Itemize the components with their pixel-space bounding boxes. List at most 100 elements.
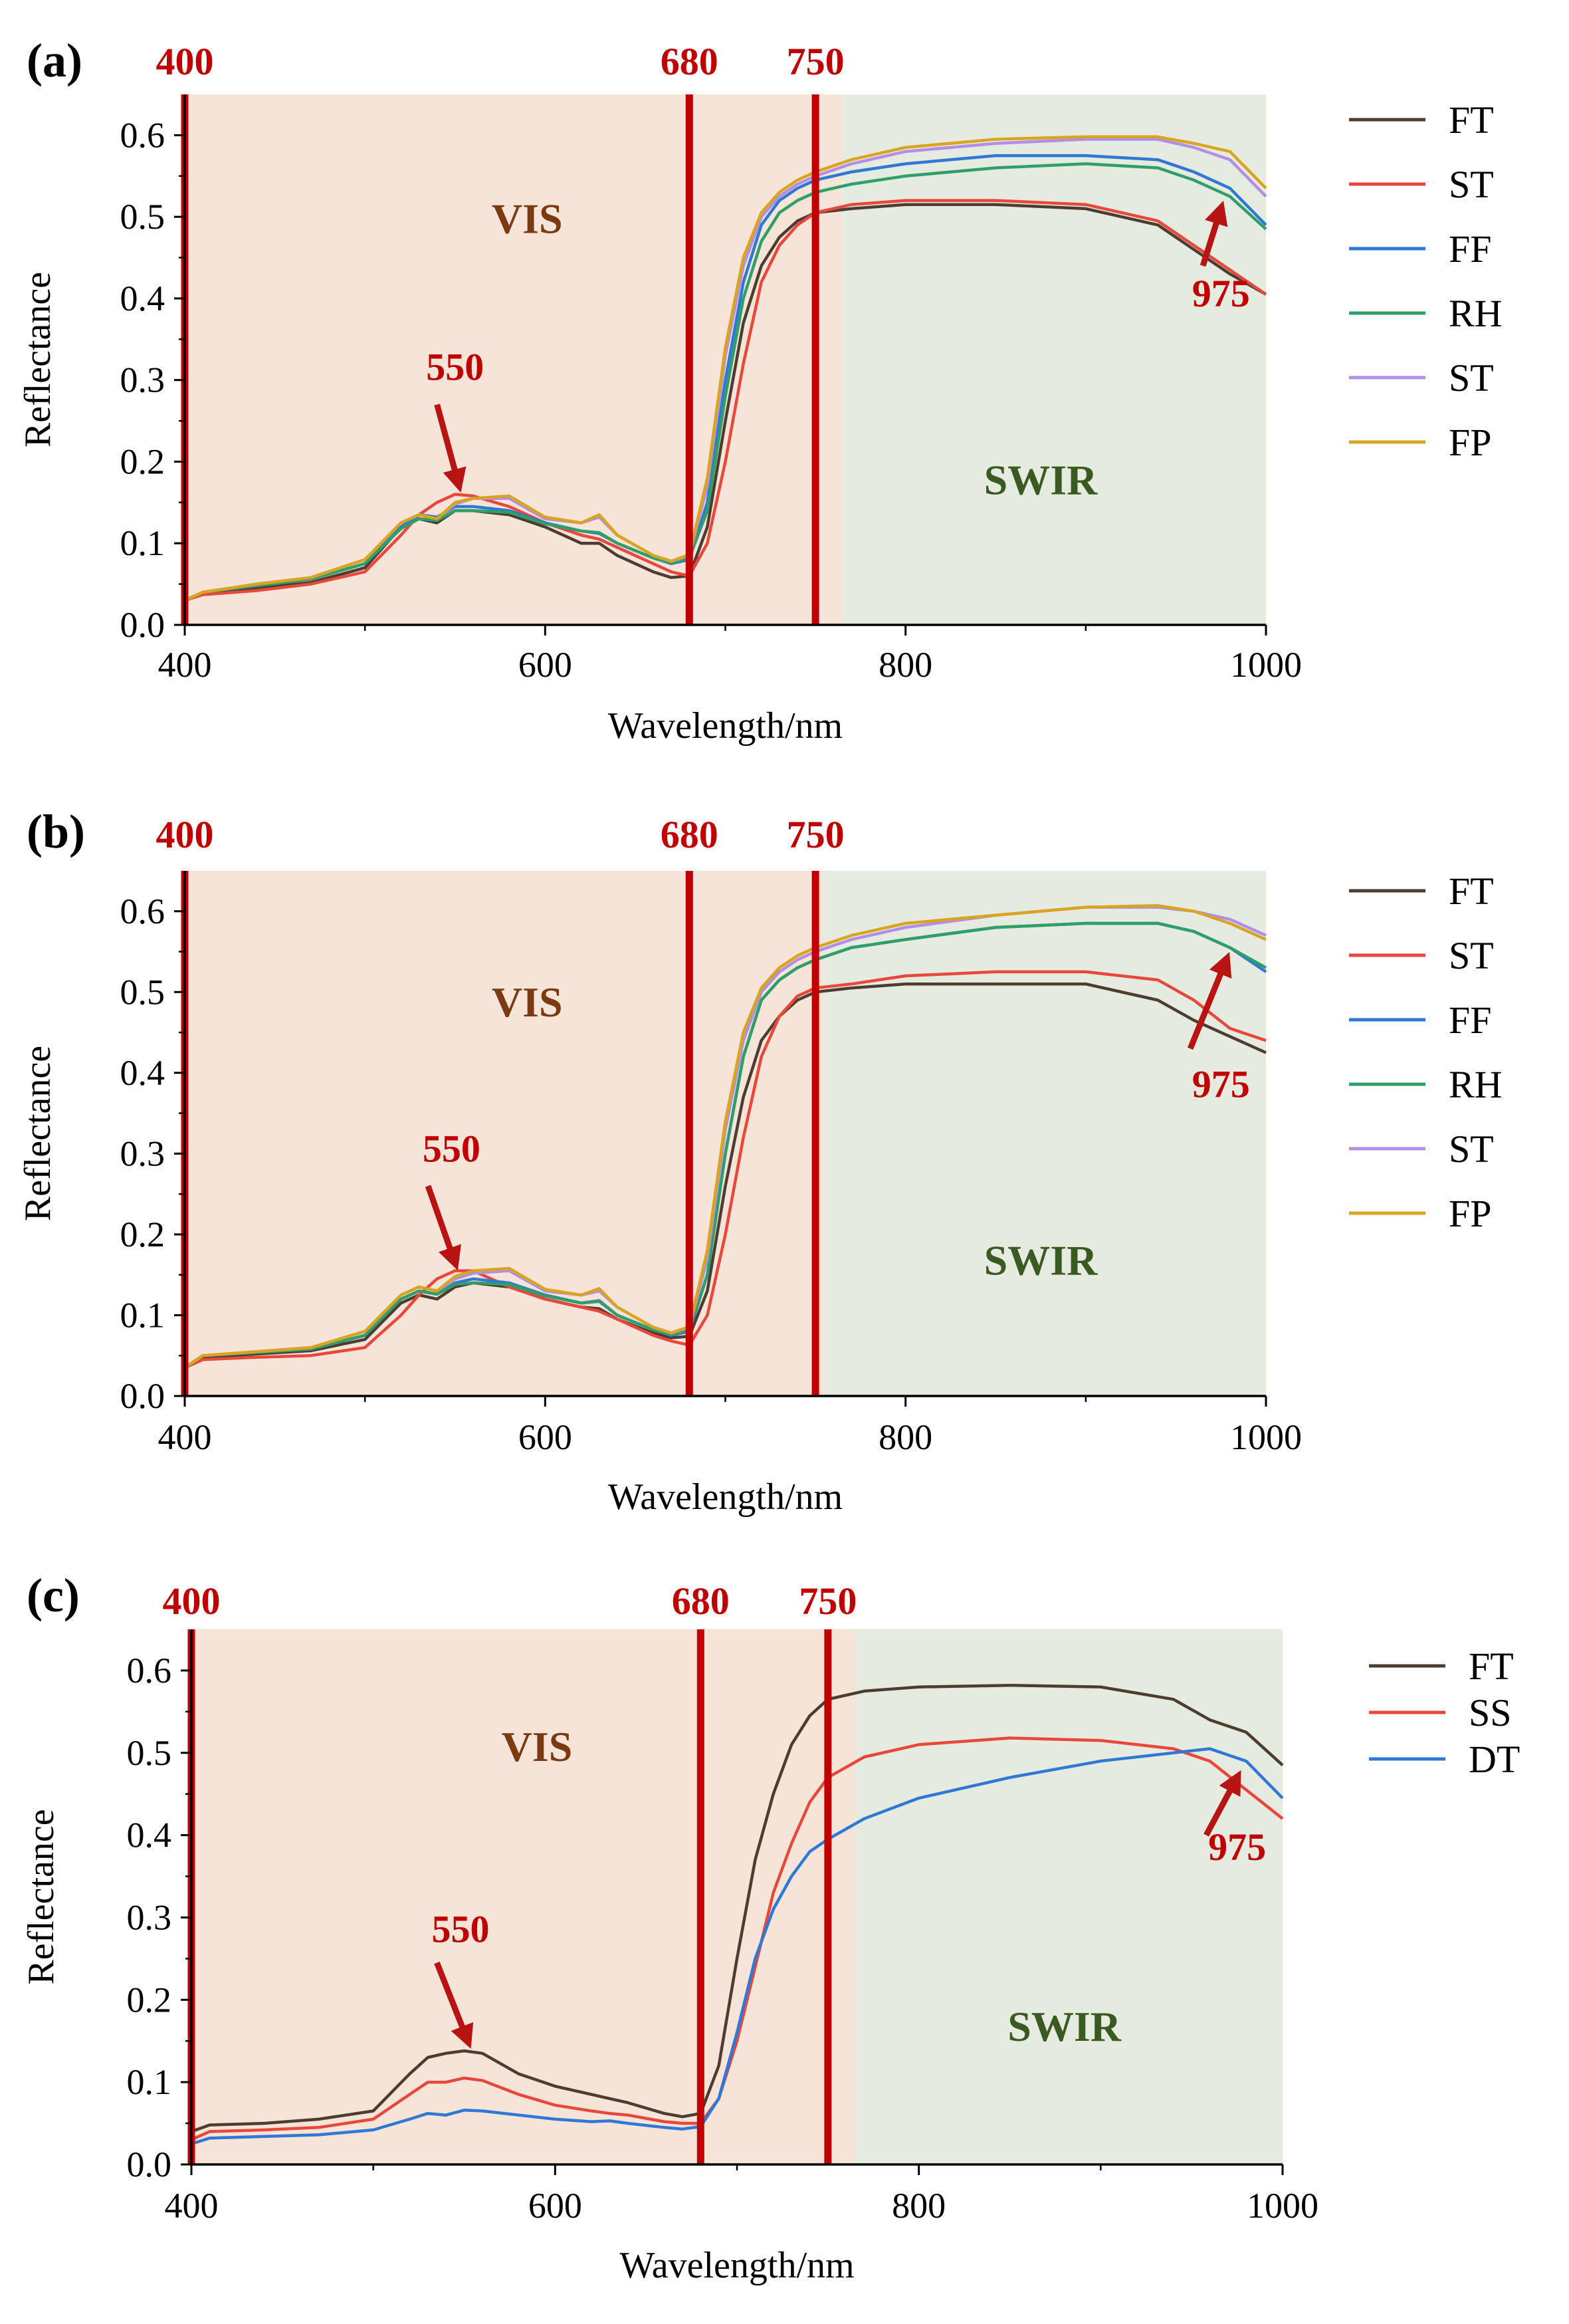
annotation-arrow-975 <box>1187 952 1232 1050</box>
region-vis-band <box>185 871 825 1396</box>
y-axis-label: Reflectance <box>17 1046 58 1221</box>
x-tick-label: 800 <box>879 1417 932 1457</box>
series-line-ft-0 <box>191 1683 1284 2133</box>
region-label-vis: VIS <box>492 195 563 243</box>
region-swir-band <box>842 94 1266 625</box>
legend-label-rh: RH <box>1449 1063 1503 1106</box>
legend-label-fp: FP <box>1449 1192 1492 1235</box>
legend-label-ff: FF <box>1449 227 1492 271</box>
x-tick-label: 600 <box>518 645 572 685</box>
y-tick-label: 0.5 <box>120 972 165 1012</box>
annotation-arrow-975 <box>1200 200 1228 267</box>
y-tick-label: 0.6 <box>120 891 165 931</box>
y-tick-label: 0.4 <box>120 1053 165 1093</box>
y-tick-label: 0.5 <box>120 197 165 237</box>
annotation-label-550: 550 <box>423 1127 480 1171</box>
marker-label-750: 750 <box>787 40 845 83</box>
annotation-arrow-550 <box>425 1185 461 1271</box>
series-line-st-1 <box>184 970 1267 1369</box>
annotation-label-550: 550 <box>432 1908 490 1951</box>
legend-label-ft: FT <box>1469 1645 1514 1688</box>
y-tick-label: 0.1 <box>120 523 165 563</box>
x-axis-label: Wavelength/nm <box>619 2245 854 2286</box>
legend-label-ft: FT <box>1449 870 1494 913</box>
y-tick-label: 0.0 <box>120 1376 165 1416</box>
annotation-label-975: 975 <box>1192 272 1250 315</box>
x-axis-label: Wavelength/nm <box>608 1476 843 1518</box>
legend-label-ff: FF <box>1449 998 1492 1042</box>
panel-b: 400 680 750 VIS SWIR 550 975 400 600 800 1000 0.0 0.… <box>17 805 1503 1518</box>
marker-label-680: 680 <box>661 40 718 83</box>
x-tick-label: 800 <box>879 645 932 685</box>
annotation-arrow-975 <box>1203 1770 1241 1837</box>
panel-c: 400 680 750 VIS SWIR 550 975 400 600 800 1000 0.0 0.… <box>21 1569 1520 2286</box>
annotation-arrow-550 <box>434 1961 474 2049</box>
annotation-label-975: 975 <box>1208 1825 1266 1869</box>
x-tick-label: 600 <box>518 1417 572 1457</box>
marker-label-680: 680 <box>672 1579 730 1623</box>
x-tick-label: 1000 <box>1230 1417 1302 1457</box>
y-tick-label: 0.2 <box>120 441 165 481</box>
legend-label-st: ST <box>1449 163 1494 206</box>
y-axis-label: Reflectance <box>17 272 58 447</box>
legend-label-st: ST <box>1449 356 1494 400</box>
y-tick-label: 0.0 <box>120 605 165 645</box>
y-tick-label: 0.6 <box>120 115 165 155</box>
marker-label-400: 400 <box>156 813 214 856</box>
series-line-st-1 <box>184 199 1267 602</box>
y-tick-label: 0.0 <box>127 2145 172 2184</box>
y-axis-label: Reflectance <box>21 1809 62 1984</box>
marker-label-750: 750 <box>787 813 845 856</box>
x-tick-label: 1000 <box>1230 645 1302 685</box>
annotation-label-975: 975 <box>1192 1062 1250 1105</box>
x-tick-label: 400 <box>165 2186 219 2226</box>
y-tick-label: 0.1 <box>127 2062 172 2102</box>
y-tick-label: 0.5 <box>127 1733 172 1773</box>
region-vis-band <box>191 1629 855 2164</box>
y-tick-label: 0.3 <box>120 360 165 400</box>
region-label-swir: SWIR <box>984 457 1098 504</box>
legend-label-st: ST <box>1449 934 1494 977</box>
legend-label-fp: FP <box>1449 421 1492 464</box>
region-label-swir: SWIR <box>984 1237 1098 1284</box>
series-line-fp-5 <box>184 135 1267 602</box>
series-line-fp-5 <box>183 904 1267 1369</box>
marker-label-680: 680 <box>661 813 718 856</box>
region-label-vis: VIS <box>492 979 563 1026</box>
legend-label-rh: RH <box>1449 292 1503 335</box>
x-tick-label: 600 <box>528 2186 582 2226</box>
panel-letter: (c) <box>27 1569 80 1622</box>
legend-label-ss: SS <box>1469 1691 1512 1734</box>
series-line-dt-2 <box>191 1747 1284 2146</box>
marker-label-400: 400 <box>156 40 214 83</box>
panel-a: 400 680 750 VIS SWIR 550 975 400 600 800 1000 0.0 0.… <box>17 34 1503 747</box>
panel-letter: (a) <box>27 34 82 87</box>
series-line-rh-3 <box>183 921 1267 1369</box>
legend-label-dt: DT <box>1469 1738 1520 1781</box>
x-tick-label: 800 <box>892 2186 946 2226</box>
series-line-rh-3 <box>184 162 1267 602</box>
region-swir-band <box>824 871 1266 1396</box>
y-tick-label: 0.4 <box>127 1815 172 1855</box>
annotation-label-550: 550 <box>426 346 484 389</box>
y-tick-label: 0.2 <box>120 1215 165 1254</box>
y-tick-label: 0.6 <box>127 1651 172 1690</box>
legend-label-ft: FT <box>1449 98 1494 142</box>
x-tick-label: 400 <box>158 1417 212 1457</box>
region-swir-band <box>855 1629 1283 2164</box>
y-tick-label: 0.1 <box>120 1295 165 1335</box>
y-tick-label: 0.2 <box>127 1980 172 2020</box>
marker-label-750: 750 <box>799 1579 857 1623</box>
region-label-vis: VIS <box>502 1723 573 1770</box>
legend-label-st: ST <box>1449 1127 1494 1171</box>
y-tick-label: 0.3 <box>120 1133 165 1173</box>
marker-label-400: 400 <box>163 1579 221 1623</box>
y-tick-label: 0.4 <box>120 279 165 318</box>
region-label-swir: SWIR <box>1007 2003 1122 2050</box>
x-axis-label: Wavelength/nm <box>608 705 843 747</box>
series-line-ft-0 <box>183 982 1267 1369</box>
annotation-arrow-550 <box>434 404 467 493</box>
panel-letter: (b) <box>27 805 85 858</box>
x-tick-label: 400 <box>158 645 212 685</box>
